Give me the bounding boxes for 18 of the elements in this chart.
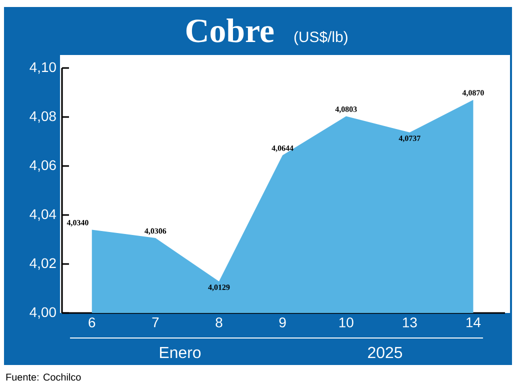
x-tick-label: 6 xyxy=(88,318,96,328)
x-tick-label: 9 xyxy=(279,318,286,328)
y-tick-label: 4,02 xyxy=(30,258,56,270)
y-tick-label: 4,08 xyxy=(30,111,56,123)
x-tick-label: 13 xyxy=(402,318,417,328)
x-axis-title: Enero xyxy=(160,347,201,358)
source-note: Fuente: Cochilco xyxy=(6,373,81,381)
y-tick-label: 4,10 xyxy=(30,62,56,74)
x-tick-label: 14 xyxy=(466,318,481,328)
y-tick-label: 4,00 xyxy=(30,307,56,319)
chart-title: Cobre xyxy=(186,18,274,42)
y-tick-label: 4,06 xyxy=(30,160,56,172)
chart-subtitle: (US$/lb) xyxy=(294,30,348,46)
y-tick-label: 4,04 xyxy=(30,209,56,221)
x-tick-label: 10 xyxy=(339,318,354,328)
x-tick-label: 8 xyxy=(216,318,222,328)
text: 2025 xyxy=(368,346,402,358)
x-tick-label: 7 xyxy=(152,318,159,328)
